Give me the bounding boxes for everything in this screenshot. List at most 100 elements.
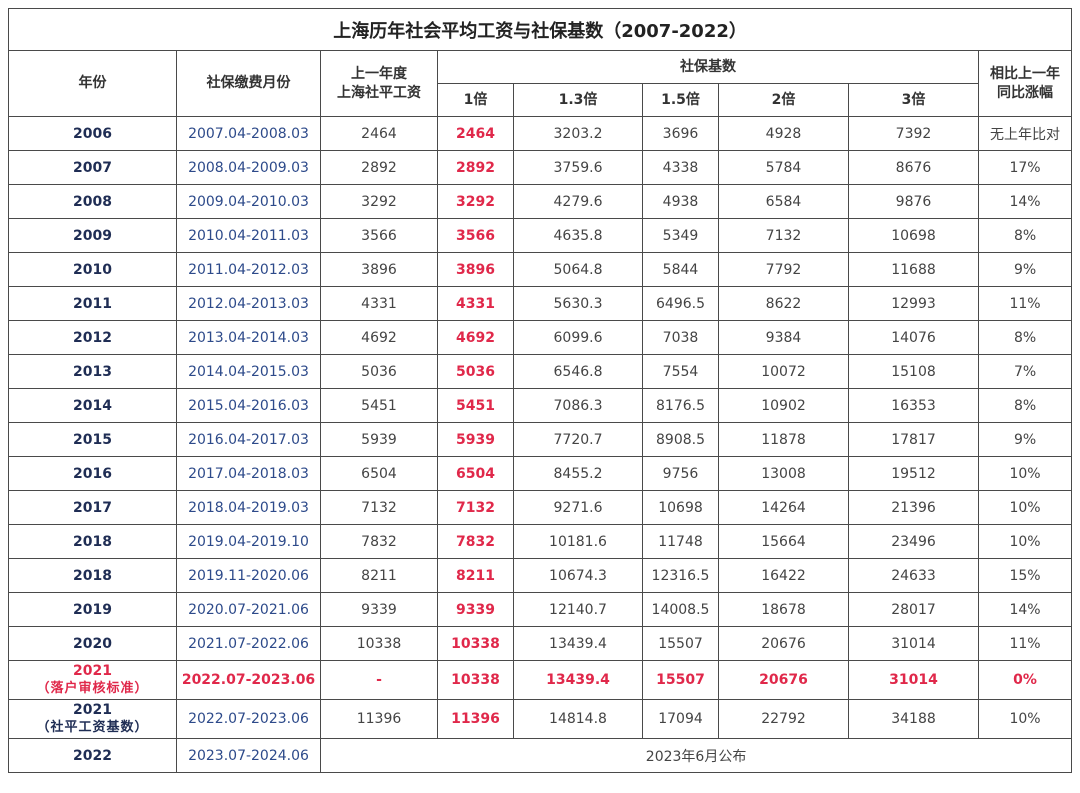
row-base-3x: 28017: [848, 592, 979, 627]
row-year: 2016: [8, 456, 177, 491]
row-base-3x: 23496: [848, 524, 979, 559]
row-period: 2011.04-2012.03: [176, 252, 321, 287]
row-base-1-5x: 15507: [642, 626, 719, 661]
row-period: 2013.04-2014.03: [176, 320, 321, 355]
row-period: 2022.07-2023.06: [176, 660, 321, 700]
page-title: 上海历年社会平均工资与社保基数（2007-2022）: [7, 8, 1073, 51]
header-growth: 相比上一年 同比涨幅: [977, 50, 1073, 117]
table-row: 2014 2015.04-2016.03 5451 5451 7086.3 8176.5 1…: [8, 388, 1073, 423]
row-year: 2018: [8, 558, 177, 593]
row-period: 2015.04-2016.03: [176, 388, 321, 423]
row-year: 2017: [8, 490, 177, 525]
table-row: 2007 2008.04-2009.03 2892 2892 3759.6 4338 578…: [8, 150, 1073, 185]
row-base-1x: 5939: [437, 422, 514, 457]
header-multiplier: 1.3倍: [513, 83, 643, 117]
table-row: 2011 2012.04-2013.03 4331 4331 5630.3 6496.5 8…: [8, 286, 1073, 321]
row-base-1x: 5451: [437, 388, 514, 423]
row-base-2x: 5784: [718, 150, 849, 185]
row-wage: 7832: [320, 524, 438, 559]
row-base-1-3x: 4635.8: [513, 218, 643, 253]
table-row: 2019 2020.07-2021.06 9339 9339 12140.7 14008.…: [8, 592, 1073, 627]
header-period: 社保缴费月份: [176, 50, 321, 117]
table-row: 2006 2007.04-2008.03 2464 2464 3203.2 3696 492…: [8, 116, 1073, 151]
row-base-1-5x: 17094: [642, 699, 719, 739]
row-wage: -: [320, 660, 438, 700]
row-base-2x: 18678: [718, 592, 849, 627]
row-wage: 5939: [320, 422, 438, 457]
row-growth: 10%: [977, 524, 1073, 559]
header-multiplier: 1.5倍: [642, 83, 719, 117]
row-base-1-3x: 6099.6: [513, 320, 643, 355]
row-year: 2012: [8, 320, 177, 355]
row-base-1-3x: 3203.2: [513, 116, 643, 151]
row-base-1-5x: 4338: [642, 150, 719, 185]
row-base-1-5x: 3696: [642, 116, 719, 151]
row-wage: 5451: [320, 388, 438, 423]
row-base-3x: 14076: [848, 320, 979, 355]
row-period: 2019.04-2019.10: [176, 524, 321, 559]
row-base-1-3x: 6546.8: [513, 354, 643, 389]
row-year: 2015: [8, 422, 177, 457]
row-base-3x: 8676: [848, 150, 979, 185]
row-period: 2022.07-2023.06: [176, 699, 321, 739]
row-year: 2019: [8, 592, 177, 627]
row-year: 2008: [8, 184, 177, 219]
row-base-2x: 4928: [718, 116, 849, 151]
row-base-1-5x: 10698: [642, 490, 719, 525]
row-year: 2020: [8, 626, 177, 661]
row-base-1-5x: 5844: [642, 252, 719, 287]
row-growth: 10%: [977, 699, 1073, 739]
row-base-2x: 6584: [718, 184, 849, 219]
row-base-1-5x: 4938: [642, 184, 719, 219]
row-year: 2014: [8, 388, 177, 423]
row-growth: 8%: [977, 388, 1073, 423]
row-base-1-3x: 13439.4: [513, 626, 643, 661]
row-base-1-3x: 10181.6: [513, 524, 643, 559]
row-period: 2007.04-2008.03: [176, 116, 321, 151]
row-base-2x: 16422: [718, 558, 849, 593]
table-row-2021-wage: 2021 （社平工资基数） 2022.07-2023.06 11396 1139…: [8, 699, 1073, 739]
header-base-group: 社保基数: [437, 50, 979, 84]
row-base-1x: 8211: [437, 558, 514, 593]
row-growth: 9%: [977, 252, 1073, 287]
social-security-table: 上海历年社会平均工资与社保基数（2007-2022） 年份 社保缴费月份 上一年…: [7, 8, 1073, 773]
row-period: 2019.11-2020.06: [176, 558, 321, 593]
row-base-2x: 9384: [718, 320, 849, 355]
row-year: 2018: [8, 524, 177, 559]
table-row: 2010 2011.04-2012.03 3896 3896 5064.8 5844 779…: [8, 252, 1073, 287]
table-row: 2020 2021.07-2022.06 10338 10338 13439.4 1550…: [8, 626, 1073, 661]
table-row-2022: 2022 2023.07-2024.06 2023年6月公布: [8, 738, 1073, 773]
row-wage: 3566: [320, 218, 438, 253]
row-base-1-5x: 5349: [642, 218, 719, 253]
table-row: 2016 2017.04-2018.03 6504 6504 8455.2 9756 130…: [8, 456, 1073, 491]
header-multiplier: 2倍: [718, 83, 849, 117]
row-period: 2020.07-2021.06: [176, 592, 321, 627]
row-year: 2011: [8, 286, 177, 321]
row-period: 2023.07-2024.06: [176, 738, 321, 773]
row-base-2x: 11878: [718, 422, 849, 457]
row-wage: 5036: [320, 354, 438, 389]
row-base-2x: 7792: [718, 252, 849, 287]
row-year: 2010: [8, 252, 177, 287]
row-year: 2013: [8, 354, 177, 389]
row-base-1-3x: 13439.4: [513, 660, 643, 700]
header-growth-line1: 相比上一年: [990, 65, 1061, 82]
table-row: 2018 2019.11-2020.06 8211 8211 10674.3 12316.…: [8, 558, 1073, 593]
table-row: 2017 2018.04-2019.03 7132 7132 9271.6 10698 14…: [8, 490, 1073, 525]
header-multiplier: 1倍: [437, 83, 514, 117]
row-growth: 14%: [977, 184, 1073, 219]
row-wage: 9339: [320, 592, 438, 627]
row-base-1-5x: 6496.5: [642, 286, 719, 321]
header-multiplier: 3倍: [848, 83, 979, 117]
row-base-3x: 19512: [848, 456, 979, 491]
table-row: 2008 2009.04-2010.03 3292 3292 4279.6 4938 658…: [8, 184, 1073, 219]
row-growth: 17%: [977, 150, 1073, 185]
row-wage: 2892: [320, 150, 438, 185]
table-row: 2009 2010.04-2011.03 3566 3566 4635.8 5349 713…: [8, 218, 1073, 253]
row-base-3x: 15108: [848, 354, 979, 389]
row-base-3x: 16353: [848, 388, 979, 423]
row-base-3x: 31014: [848, 660, 979, 700]
row-base-1-3x: 3759.6: [513, 150, 643, 185]
row-period: 2014.04-2015.03: [176, 354, 321, 389]
row-base-3x: 21396: [848, 490, 979, 525]
